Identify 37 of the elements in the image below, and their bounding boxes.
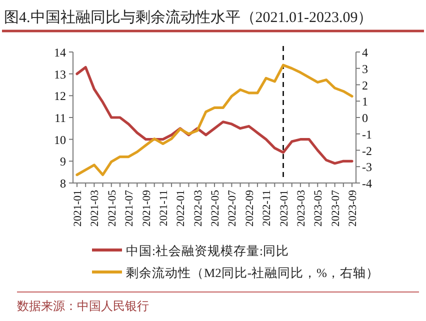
x-tick-label: 2023-09 — [347, 190, 359, 227]
source-note: 数据来源：中国人民银行 — [17, 299, 149, 313]
x-tick-label: 2023-05 — [312, 190, 325, 227]
y-tick-label: 10 — [54, 132, 66, 147]
y2-tick-label: 0 — [362, 111, 368, 125]
x-tick-label: 2021-01 — [72, 190, 84, 227]
x-tick-label: 2022-07 — [226, 190, 239, 227]
y2-tick-label: 3 — [362, 62, 368, 76]
y2-tick-label: 1 — [362, 94, 368, 109]
y-tick-label: 14 — [54, 46, 66, 60]
y-tick-label: 9 — [60, 154, 66, 169]
x-tick-label: 2022-01 — [175, 190, 188, 227]
x-tick-label: 2022-05 — [210, 190, 222, 227]
x-tick-label: 2021-07 — [124, 190, 136, 227]
legend-label: 剩余流动性（M2同比-社融同比，%，右轴） — [126, 265, 379, 280]
x-tick-label: 2022-11 — [261, 190, 274, 226]
x-tick-label: 2022-03 — [192, 190, 204, 227]
x-tick-label: 2021-11 — [158, 190, 170, 226]
x-tick-label: 2021-03 — [89, 190, 102, 227]
legend-label: 中国:社会融资规模存量:同比 — [126, 244, 289, 258]
y2-tick-label: -4 — [362, 176, 372, 190]
y-tick-label: 13 — [54, 67, 66, 82]
chart-title: 图4.中国社融同比与剩余流动性水平（2021.01-2023.09） — [4, 9, 373, 26]
y2-tick-label: -2 — [362, 144, 372, 158]
x-tick-label: 2023-03 — [295, 190, 308, 227]
y2-tick-label: 4 — [362, 46, 368, 60]
y-tick-label: 12 — [54, 89, 66, 104]
y-tick-label: 11 — [54, 111, 66, 125]
y2-tick-label: 2 — [362, 78, 368, 92]
x-tick-label: 2023-07 — [330, 190, 342, 227]
x-tick-label: 2021-09 — [140, 190, 153, 227]
y2-tick-label: -3 — [362, 160, 372, 174]
x-tick-label: 2023-01 — [278, 190, 290, 227]
x-tick-label: 2021-05 — [106, 190, 118, 227]
y2-tick-label: -1 — [362, 127, 372, 142]
y-tick-label: 8 — [60, 176, 66, 190]
x-tick-label: 2022-09 — [244, 190, 256, 227]
